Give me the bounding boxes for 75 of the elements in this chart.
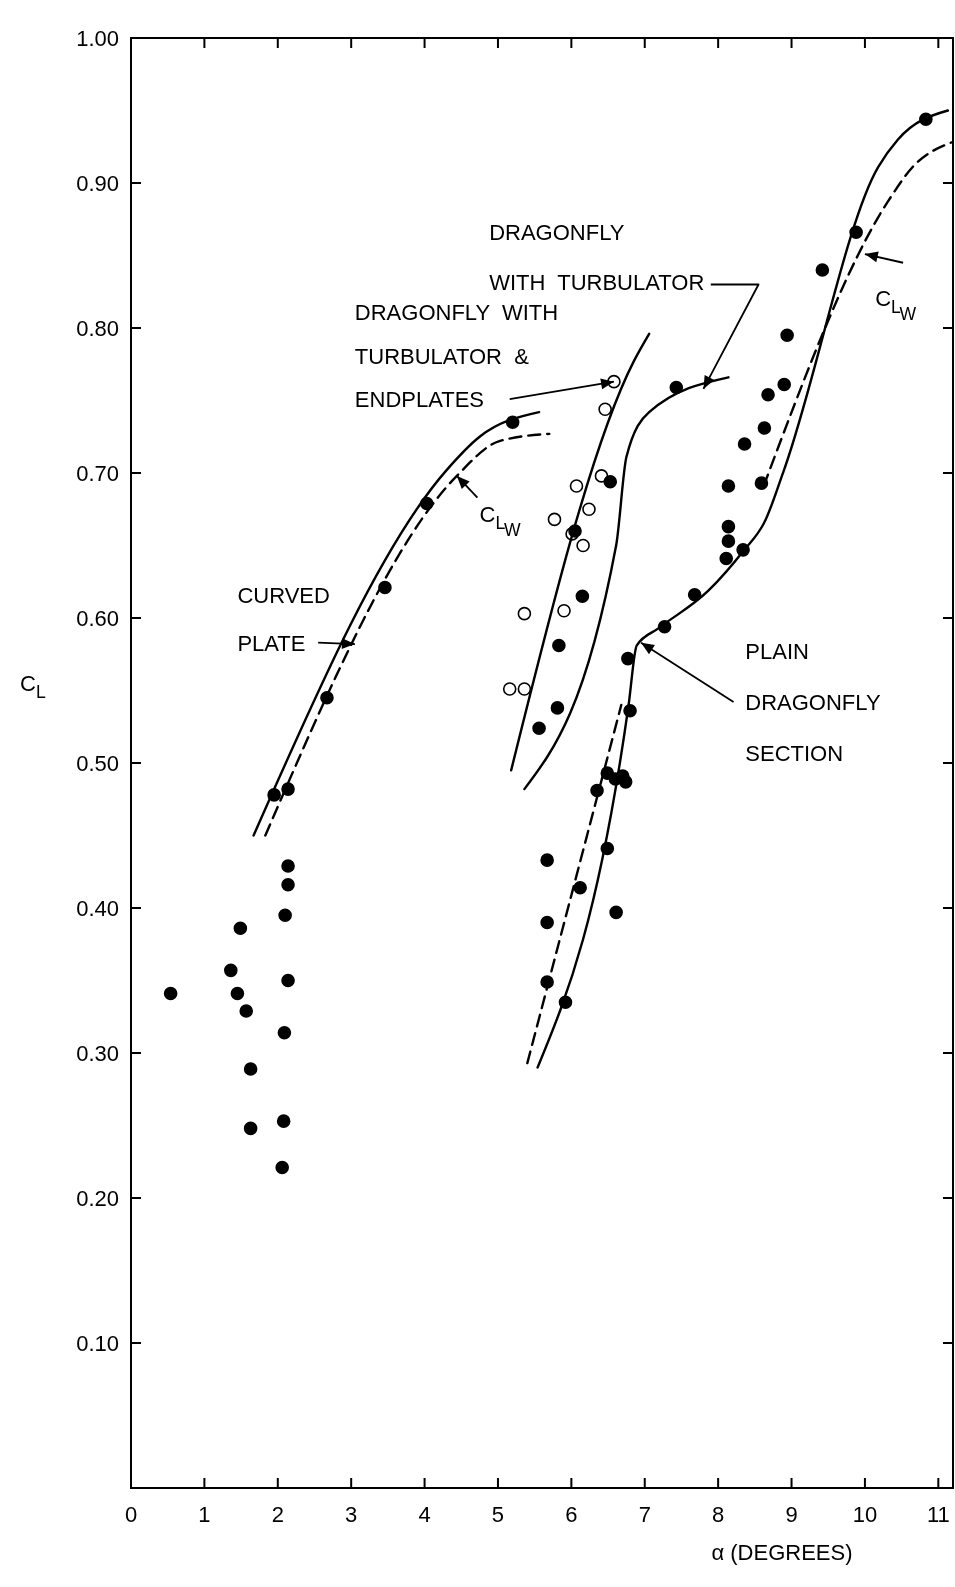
point [609,905,623,920]
point [603,474,618,489]
line-series [523,376,730,791]
y-tick-label: 0.20 [76,1186,119,1211]
x-tick-label: 1 [198,1502,211,1527]
point [757,421,772,435]
point [532,721,546,735]
point [721,479,736,493]
point [573,880,587,895]
point [575,589,590,604]
x-tick-label: 9 [785,1502,798,1527]
annotation: PLAIN DRAGONFLY SECTION [745,639,881,766]
point [569,479,584,493]
annotation: CURVED PLATE [237,582,330,656]
x-tick-label: 6 [565,1502,578,1527]
y-tick-label: 0.30 [76,1041,119,1066]
point [815,263,830,277]
point [276,1114,291,1128]
point [163,986,178,1001]
y-tick-label: 0.50 [76,751,119,776]
x-tick-label: 0 [124,1502,138,1527]
point [621,651,635,666]
point [598,402,612,416]
y-tick-label: 0.70 [76,461,119,486]
y-tick-label: 0.60 [76,606,119,631]
point [721,534,736,548]
y-tick-label: 0.80 [76,316,119,341]
point [550,701,565,715]
x-axis-title: α (DEGREES) [711,1540,853,1565]
point [618,775,633,789]
point [576,538,590,553]
point [737,437,752,451]
point [761,387,775,402]
point [281,859,295,873]
y-tick-label: 0.90 [76,171,119,196]
annotation: DRAGONFLY WITH TURBULATOR & ENDPLATES [354,300,559,413]
point [281,782,295,796]
x-tick-label: 3 [345,1502,358,1527]
point [275,1160,289,1175]
x-tick-label: 7 [638,1502,651,1527]
point [243,1121,258,1136]
point [777,377,791,392]
point [277,1025,292,1040]
point [517,682,532,696]
point [582,502,596,517]
point [233,921,248,936]
point [540,915,554,930]
point [557,603,571,618]
point [281,878,295,892]
x-tick-label: 8 [712,1502,725,1527]
annotation: DRAGONFLY WITH TURBULATOR [489,220,705,295]
point [687,588,702,602]
point [719,551,734,566]
point [239,1004,254,1018]
x-tick-label: 5 [491,1502,505,1527]
y-tick-label: 0.10 [76,1331,119,1356]
point [721,519,736,534]
x-tick-label: 11 [926,1502,950,1527]
x-tick-label: 2 [271,1502,284,1527]
point [780,328,794,343]
point [230,986,245,1001]
x-tick-label: 10 [852,1502,878,1527]
y-axis-title: C$_{L}$ [20,670,46,702]
point [281,973,295,988]
y-tick-label: 0.40 [76,896,119,921]
x-tick-label: 4 [418,1502,431,1527]
point [547,512,562,527]
point [502,682,517,696]
point [517,606,532,621]
point [243,1062,258,1076]
point [540,853,554,867]
y-tick-label: 1.00 [76,26,119,51]
point [278,908,292,923]
point [552,638,566,653]
point [224,963,238,978]
